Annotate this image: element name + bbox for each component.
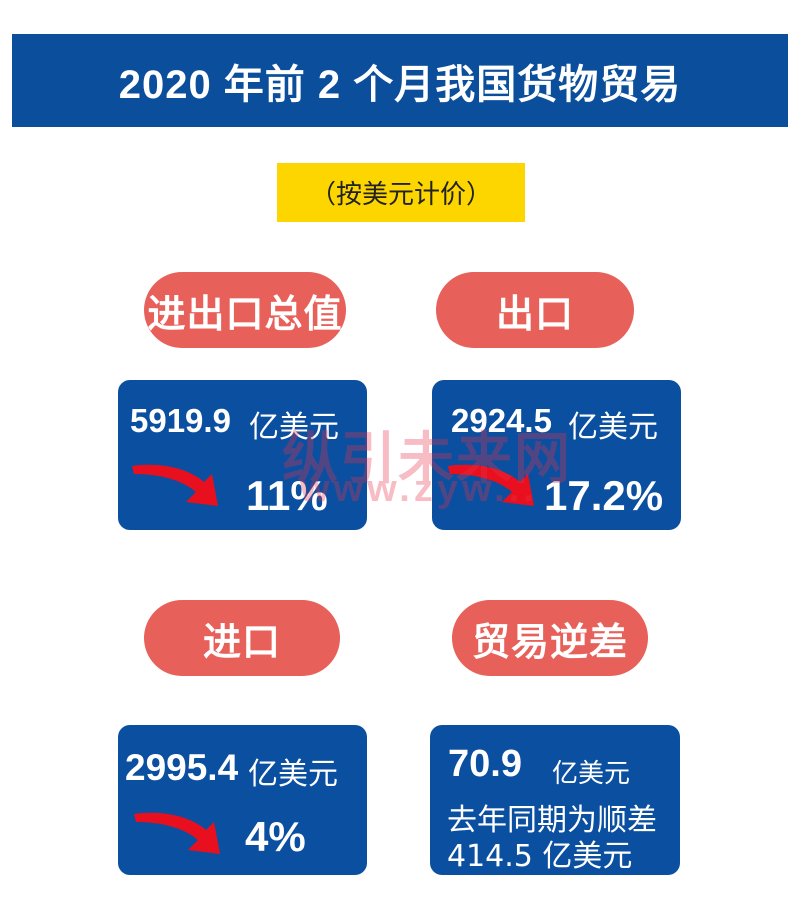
- trend-down-arrow-icon: [132, 464, 218, 506]
- value-import: 2995.4: [125, 747, 239, 788]
- change-import: 4%: [245, 813, 306, 860]
- page-title: 2020 年前 2 个月我国货物贸易: [118, 62, 682, 107]
- currency-note: （按美元计价）: [309, 180, 492, 210]
- card-trade-deficit: 70.9 亿美元 去年同期为顺差 414.5 亿美元: [430, 725, 680, 875]
- label-deficit: 贸易逆差: [471, 619, 628, 664]
- unit-deficit: 亿美元: [552, 759, 631, 789]
- label-export: 出口: [495, 291, 574, 336]
- card-total-trade: 5919.9 亿美元 11%: [118, 380, 367, 530]
- label-pill-export: 出口: [436, 272, 634, 348]
- value-deficit: 70.9: [448, 743, 522, 785]
- value-total: 5919.9: [130, 402, 231, 439]
- title-banner: 2020 年前 2 个月我国货物贸易: [12, 34, 788, 127]
- value-export: 2924.5: [451, 402, 552, 439]
- trend-down-arrow-icon: [448, 464, 534, 506]
- card-import: 2995.4 亿美元 4%: [118, 725, 367, 875]
- label-import: 进口: [202, 619, 281, 664]
- trend-down-arrow-icon: [134, 812, 220, 854]
- unit-total: 亿美元: [249, 410, 339, 445]
- label-total: 进出口总值: [147, 291, 343, 336]
- note-last-year: 去年同期为顺差: [447, 803, 657, 838]
- label-pill-deficit: 贸易逆差: [452, 600, 648, 676]
- label-pill-total: 进出口总值: [144, 272, 346, 348]
- note-last-year-value: 414.5 亿美元: [447, 839, 633, 874]
- card-export: 2924.5 亿美元 17.2%: [432, 380, 681, 530]
- change-export: 17.2%: [544, 472, 664, 519]
- unit-export: 亿美元: [568, 410, 658, 445]
- label-pill-import: 进口: [144, 600, 340, 676]
- unit-import: 亿美元: [248, 757, 338, 792]
- change-total: 11%: [246, 472, 328, 519]
- currency-note-box: （按美元计价）: [277, 163, 525, 222]
